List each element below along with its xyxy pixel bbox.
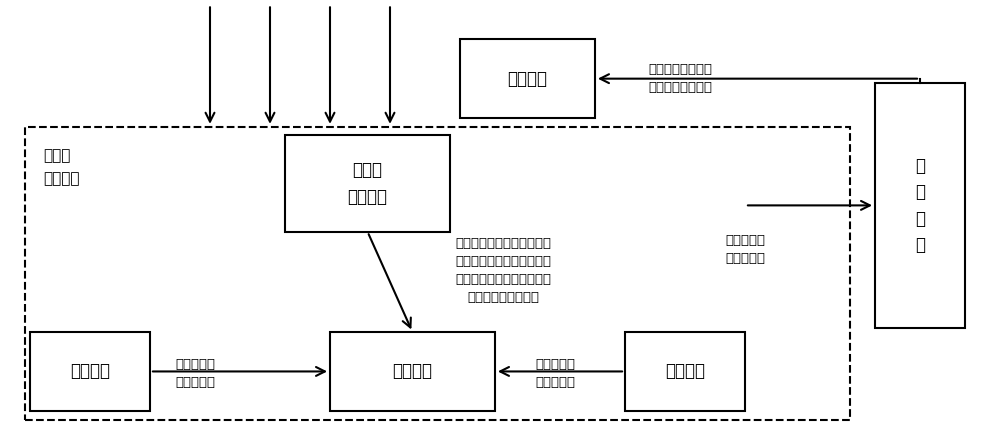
Text: 获得谐振结
构谐振频率: 获得谐振结 构谐振频率 <box>725 234 765 264</box>
Text: 拾振电极: 拾振电极 <box>665 362 705 381</box>
Bar <box>330 332 495 411</box>
Text: 静电力敏感电极固定于谐振
结构之上，利用待测电场对
敏感电极板的静电力作用，
改变谐振梁谐振频率: 静电力敏感电极固定于谐振 结构之上，利用待测电场对 敏感电极板的静电力作用， 改… <box>455 237 551 305</box>
Text: 传感器
敏感结构: 传感器 敏感结构 <box>43 149 80 186</box>
Bar <box>285 135 450 232</box>
Text: 静电激励谐
振结构振动: 静电激励谐 振结构振动 <box>175 358 215 389</box>
Text: 谐
振
频
率: 谐 振 频 率 <box>915 157 925 254</box>
Bar <box>875 83 965 328</box>
Text: 依据谐振频率变化
推算待测电场强度: 依据谐振频率变化 推算待测电场强度 <box>648 63 712 94</box>
Text: 谐振结构: 谐振结构 <box>393 362 433 381</box>
Bar <box>625 332 745 411</box>
Bar <box>25 127 850 420</box>
Text: 静电力
敏感电极: 静电力 敏感电极 <box>348 161 388 206</box>
Text: 待测电场: 待测电场 <box>508 69 548 88</box>
Bar <box>30 332 150 411</box>
Bar <box>460 39 595 118</box>
Text: 驱动电极: 驱动电极 <box>70 362 110 381</box>
Text: 检测谐振结
构振动情况: 检测谐振结 构振动情况 <box>535 358 575 389</box>
